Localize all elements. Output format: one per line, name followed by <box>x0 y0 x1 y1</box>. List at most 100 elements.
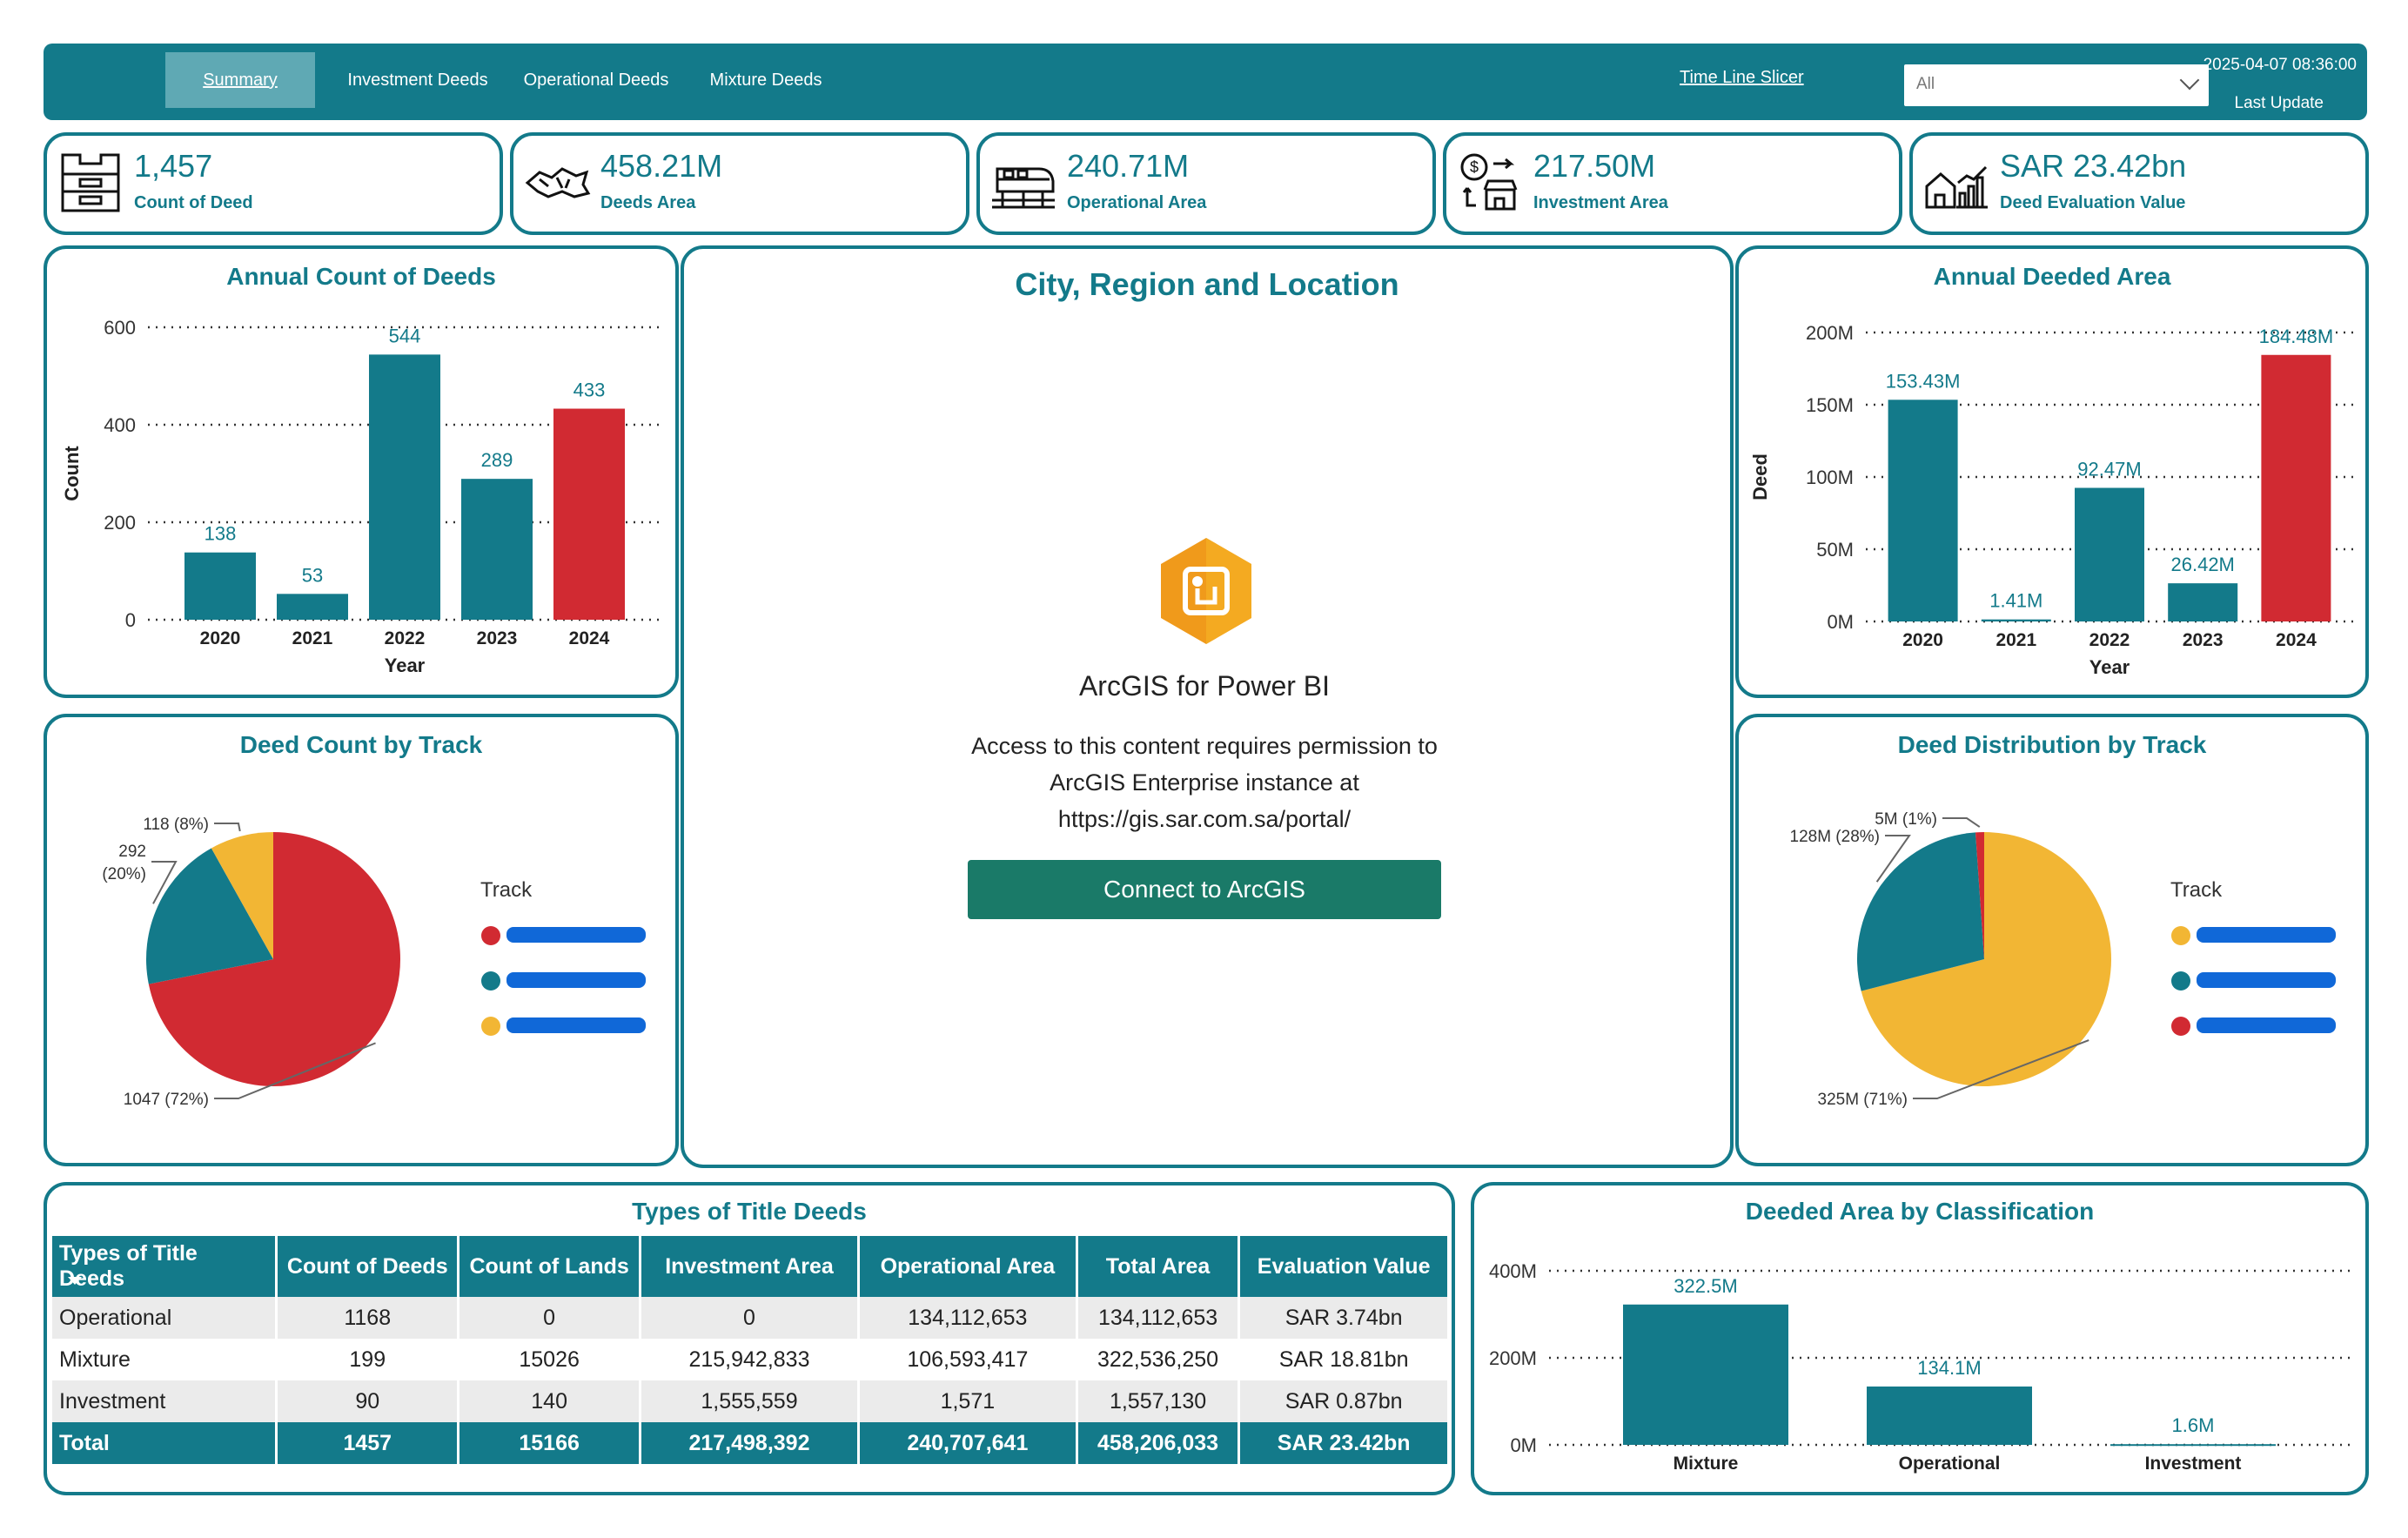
kpi-label: Deed Evaluation Value <box>2000 193 2186 212</box>
tab-mixture-deeds[interactable]: Mixture Deeds <box>709 71 822 90</box>
sort-desc-icon[interactable] <box>68 1277 82 1285</box>
x-tick-label: Mixture <box>1674 1454 1739 1474</box>
y-tick-label: 200M <box>1489 1347 1537 1369</box>
x-tick-label: 2020 <box>1902 630 1943 650</box>
leader-line <box>214 823 241 832</box>
bar <box>2168 583 2238 621</box>
table-cell: 199 <box>276 1339 460 1380</box>
table-cell: 1457 <box>276 1422 460 1464</box>
bar <box>277 594 348 620</box>
map-title: City, Region and Location <box>1015 266 1399 302</box>
table-cell: 217,498,392 <box>640 1422 860 1464</box>
x-tick-label: 2022 <box>2089 630 2130 650</box>
legend-swatch <box>481 926 500 945</box>
tab-investment-deeds[interactable]: Investment Deeds <box>347 71 488 90</box>
bar <box>1888 400 1958 621</box>
table-cell: Mixture <box>52 1339 278 1380</box>
data-label: 292 <box>118 843 146 861</box>
annual-area-chart: 0M 50M 100M 150M 200M 153.43M 2020 1.41M 2021 92.… <box>1749 322 2353 678</box>
legend-title: Track <box>480 878 533 902</box>
legend-swatch <box>481 1017 500 1036</box>
table-cell: 1,557,130 <box>1077 1380 1241 1422</box>
timeline-slicer-title[interactable]: Time Line Slicer <box>1680 68 1804 87</box>
connect-to-arcgis-button[interactable]: Connect to ArcGIS <box>968 860 1441 919</box>
y-tick-label: 200M <box>1806 322 1854 344</box>
slicer-selected-value: All <box>1916 75 1935 93</box>
leader-line <box>1913 1039 2089 1099</box>
table-cell: 0 <box>640 1297 860 1339</box>
legend-redacted-label <box>2197 927 2336 943</box>
table-cell: 1,555,559 <box>640 1380 860 1422</box>
table-header-row: Types of Title Deeds Count of Deeds Coun… <box>52 1236 1450 1297</box>
x-tick-label: 2024 <box>2276 630 2317 650</box>
annual-count-chart: 0 200 400 600 138 2020 53 2021 544 2022 289 2023 433… <box>61 317 661 676</box>
legend-swatch <box>2171 926 2190 945</box>
x-tick-label: Operational <box>1899 1454 2001 1474</box>
data-label: 53 <box>302 564 323 586</box>
column-header[interactable]: Operational Area <box>858 1236 1078 1297</box>
table-cell: Total <box>52 1422 278 1464</box>
pie-slice <box>146 848 273 984</box>
x-tick-label: 2023 <box>2183 630 2224 650</box>
title-deeds-table: Types of Title Deeds Count of Deeds Coun… <box>52 1236 1450 1464</box>
house-chart-icon <box>1925 165 1988 209</box>
kpi-card-deeds-area: 458.21M Deeds Area <box>510 132 969 235</box>
table-cell: 140 <box>458 1380 642 1422</box>
column-header[interactable]: Count of Deeds <box>276 1236 460 1297</box>
kpi-label: Deeds Area <box>600 193 696 212</box>
land-area-icon <box>525 167 591 198</box>
kpi-label: Count of Deed <box>134 193 253 212</box>
table-row[interactable]: Investment 90 140 1,555,559 1,571 1,557,… <box>52 1380 1450 1422</box>
table-row[interactable]: Mixture 199 15026 215,942,833 106,593,41… <box>52 1339 1450 1380</box>
y-tick-label: 0M <box>1827 611 1854 633</box>
legend-redacted-label <box>506 1017 646 1033</box>
table-cell: 0 <box>458 1297 642 1339</box>
table-cell: SAR 3.74bn <box>1238 1297 1450 1339</box>
data-label: 322.5M <box>1674 1275 1737 1297</box>
leader-line <box>151 861 178 904</box>
pie-slice <box>148 832 400 1086</box>
column-header[interactable]: Count of Lands <box>458 1236 642 1297</box>
data-label: 1.6M <box>2172 1414 2215 1436</box>
data-label: 184.48M <box>2259 326 2334 347</box>
data-label: 1047 (72%) <box>124 1091 209 1109</box>
y-tick-label: 100M <box>1806 467 1854 488</box>
bar <box>1981 619 2051 621</box>
y-axis-label: Count <box>61 446 83 501</box>
leader-line <box>214 1042 376 1099</box>
legend-redacted-label <box>2197 1017 2336 1033</box>
arcgis-portal-url[interactable]: https://gis.sar.com.sa/portal/ <box>1057 806 1352 832</box>
arcgis-product-name: ArcGIS for Power BI <box>1078 670 1331 702</box>
bar <box>553 408 625 620</box>
table-cell: 15026 <box>458 1339 642 1380</box>
y-tick-label: 0M <box>1510 1434 1537 1456</box>
chart-title: Deed Count by Track <box>239 731 483 758</box>
legend-title: Track <box>2170 878 2223 902</box>
column-header[interactable]: Types of Title Deeds <box>52 1236 278 1297</box>
pie-slice <box>1861 832 2111 1086</box>
timeline-slicer-dropdown[interactable]: All <box>1904 64 2209 106</box>
column-header[interactable]: Total Area <box>1077 1236 1241 1297</box>
y-tick-label: 200 <box>104 512 136 534</box>
y-tick-label: 0 <box>125 609 136 631</box>
table-cell: 90 <box>276 1380 460 1422</box>
table-cell: 1168 <box>276 1297 460 1339</box>
table-total-row: Total 1457 15166 217,498,392 240,707,641… <box>52 1422 1450 1464</box>
chevron-down-icon <box>2179 70 2200 91</box>
y-tick-label: 50M <box>1816 539 1854 561</box>
data-label: 544 <box>389 325 421 346</box>
tab-summary[interactable]: Summary <box>165 52 315 108</box>
data-label: 92.47M <box>2077 458 2141 480</box>
leader-line <box>1942 817 1981 828</box>
kpi-card-investment-area: $ 217.50M Investment Area <box>1443 132 1902 235</box>
data-label: 118 (8%) <box>143 816 209 834</box>
x-tick-label: 2023 <box>477 628 518 648</box>
tab-operational-deeds[interactable]: Operational Deeds <box>523 71 669 90</box>
column-header[interactable]: Evaluation Value <box>1238 1236 1450 1297</box>
legend-swatch <box>481 971 500 991</box>
table-row[interactable]: Operational 1168 0 0 134,112,653 134,112… <box>52 1297 1450 1339</box>
column-header[interactable]: Investment Area <box>640 1236 860 1297</box>
kpi-card-deed-evaluation-value: SAR 23.42bn Deed Evaluation Value <box>1909 132 2369 235</box>
arcgis-message-line2: ArcGIS Enterprise instance at <box>1050 769 1359 796</box>
kpi-value: 1,457 <box>134 148 213 184</box>
